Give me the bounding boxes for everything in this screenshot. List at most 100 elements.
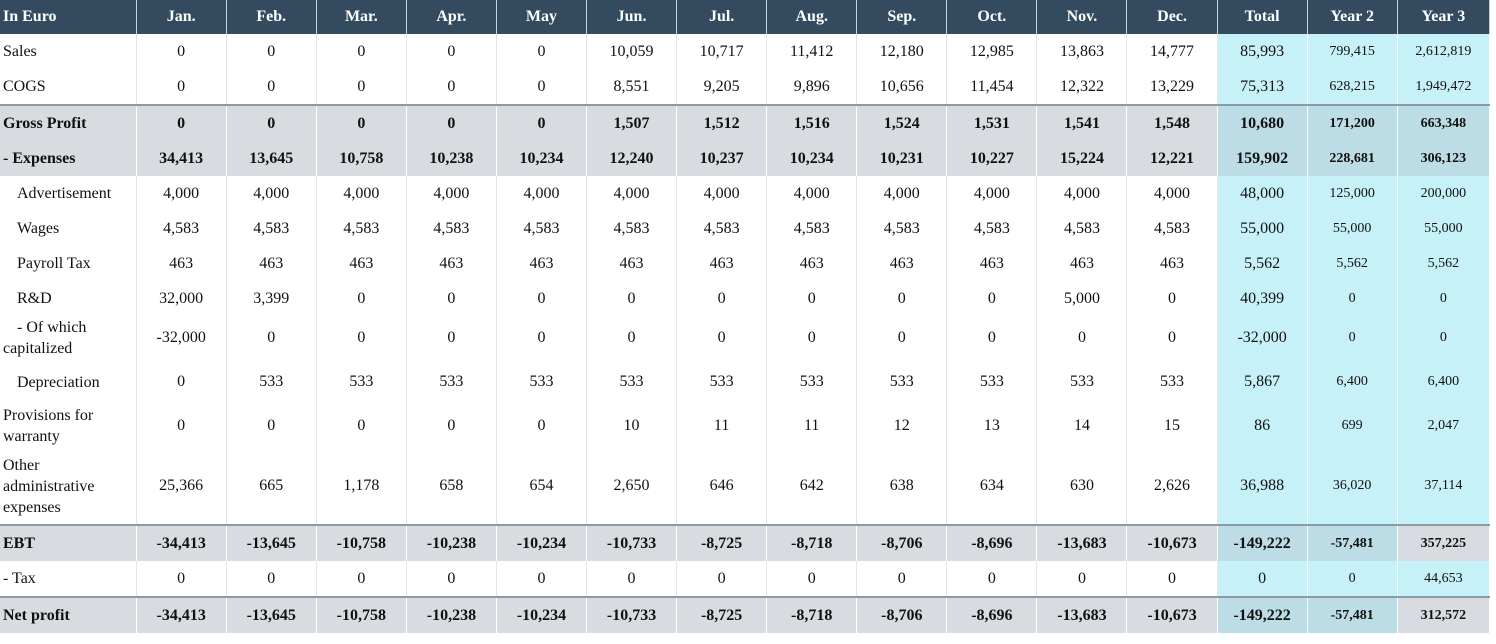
row-label: - Tax xyxy=(0,561,137,597)
value-cell: 4,000 xyxy=(856,176,948,211)
value-cell: 4,000 xyxy=(226,176,317,211)
value-cell: 200,000 xyxy=(1397,176,1491,211)
value-cell: 634 xyxy=(946,448,1038,525)
row-label: Wages xyxy=(0,211,137,246)
row-label: Other administrative expenses xyxy=(0,448,137,525)
value-cell: 0 xyxy=(316,316,407,360)
value-cell: 0 xyxy=(406,281,497,316)
value-cell: 646 xyxy=(676,448,768,525)
row-label: Sales xyxy=(0,34,137,69)
value-cell: 533 xyxy=(1126,360,1218,404)
value-cell: 8,551 xyxy=(586,69,678,105)
column-header: Sep. xyxy=(856,0,948,34)
value-cell: 0 xyxy=(1307,561,1398,597)
value-cell: 159,902 xyxy=(1217,141,1308,176)
value-cell: 0 xyxy=(856,561,948,597)
row-label: Payroll Tax xyxy=(0,246,137,281)
value-cell: 533 xyxy=(496,360,588,404)
value-cell: 44,653 xyxy=(1397,561,1491,597)
value-cell: 0 xyxy=(406,316,497,360)
value-cell: 663,348 xyxy=(1397,104,1491,141)
value-cell: 125,000 xyxy=(1307,176,1398,211)
value-cell: 0 xyxy=(676,316,768,360)
value-cell: 0 xyxy=(856,316,948,360)
value-cell: 312,572 xyxy=(1397,596,1491,633)
value-cell: 0 xyxy=(316,34,407,69)
value-cell: 463 xyxy=(946,246,1038,281)
value-cell: 0 xyxy=(226,104,317,141)
column-header: Year 3 xyxy=(1397,0,1491,34)
value-cell: 306,123 xyxy=(1397,141,1491,176)
value-cell: 0 xyxy=(496,104,588,141)
value-cell: 0 xyxy=(856,281,948,316)
value-cell: 0 xyxy=(226,404,317,448)
value-cell: -10,758 xyxy=(316,524,407,561)
column-header: Aug. xyxy=(766,0,858,34)
value-cell: 0 xyxy=(1217,561,1308,597)
value-cell: 1,507 xyxy=(586,104,678,141)
value-cell: -13,645 xyxy=(226,596,317,633)
value-cell: 0 xyxy=(1126,561,1218,597)
value-cell: 799,415 xyxy=(1307,34,1398,69)
value-cell: 0 xyxy=(676,561,768,597)
table-row: Advertisement 4,000 4,000 4,000 4,000 4,000 4,… xyxy=(0,176,1491,211)
value-cell: 0 xyxy=(406,34,497,69)
value-cell: 4,000 xyxy=(496,176,588,211)
value-cell: 0 xyxy=(586,561,678,597)
value-cell: -57,481 xyxy=(1307,596,1398,633)
row-label: COGS xyxy=(0,69,137,105)
value-cell: 533 xyxy=(766,360,858,404)
column-header: Oct. xyxy=(946,0,1038,34)
value-cell: 4,583 xyxy=(946,211,1038,246)
value-cell: 0 xyxy=(1307,316,1398,360)
value-cell: 0 xyxy=(136,104,227,141)
value-cell: 15 xyxy=(1126,404,1218,448)
value-cell: 0 xyxy=(586,316,678,360)
value-cell: 463 xyxy=(406,246,497,281)
value-cell: 533 xyxy=(1036,360,1128,404)
header-label-cell: In Euro xyxy=(0,0,137,34)
value-cell: 642 xyxy=(766,448,858,525)
value-cell: 55,000 xyxy=(1307,211,1398,246)
value-cell: 0 xyxy=(496,281,588,316)
column-header: Apr. xyxy=(406,0,497,34)
value-cell: 14,777 xyxy=(1126,34,1218,69)
row-label: - Of which capitalized xyxy=(0,316,137,360)
value-cell: 1,516 xyxy=(766,104,858,141)
row-label: - Expenses xyxy=(0,141,137,176)
value-cell: 12,180 xyxy=(856,34,948,69)
value-cell: 0 xyxy=(496,404,588,448)
row-label: EBT xyxy=(0,524,137,561)
value-cell: 463 xyxy=(1036,246,1128,281)
value-cell: -8,725 xyxy=(676,596,768,633)
column-header: Jun. xyxy=(586,0,678,34)
value-cell: -10,238 xyxy=(406,596,497,633)
value-cell: -10,238 xyxy=(406,524,497,561)
value-cell: 6,400 xyxy=(1397,360,1491,404)
value-cell: 9,896 xyxy=(766,69,858,105)
column-header: Nov. xyxy=(1036,0,1128,34)
value-cell: -10,733 xyxy=(586,524,678,561)
profit-loss-table: In Euro Jan. Feb. Mar. Apr. May Jun. Jul. Aug. S… xyxy=(0,0,1491,633)
value-cell: 0 xyxy=(946,561,1038,597)
value-cell: 10,234 xyxy=(496,141,588,176)
value-cell: 4,583 xyxy=(1126,211,1218,246)
value-cell: 1,524 xyxy=(856,104,948,141)
value-cell: -34,413 xyxy=(136,524,227,561)
value-cell: -13,645 xyxy=(226,524,317,561)
value-cell: 10,717 xyxy=(676,34,768,69)
column-header: May xyxy=(496,0,588,34)
value-cell: -8,696 xyxy=(946,524,1038,561)
value-cell: -10,234 xyxy=(496,596,588,633)
value-cell: 0 xyxy=(136,360,227,404)
value-cell: 533 xyxy=(226,360,317,404)
value-cell: 5,867 xyxy=(1217,360,1308,404)
value-cell: 4,583 xyxy=(676,211,768,246)
column-header: Total xyxy=(1217,0,1308,34)
row-label: Depreciation xyxy=(0,360,137,404)
row-label: Net profit xyxy=(0,596,137,633)
value-cell: 13,863 xyxy=(1036,34,1128,69)
value-cell: 11,412 xyxy=(766,34,858,69)
value-cell: 10,680 xyxy=(1217,104,1308,141)
value-cell: 12 xyxy=(856,404,948,448)
